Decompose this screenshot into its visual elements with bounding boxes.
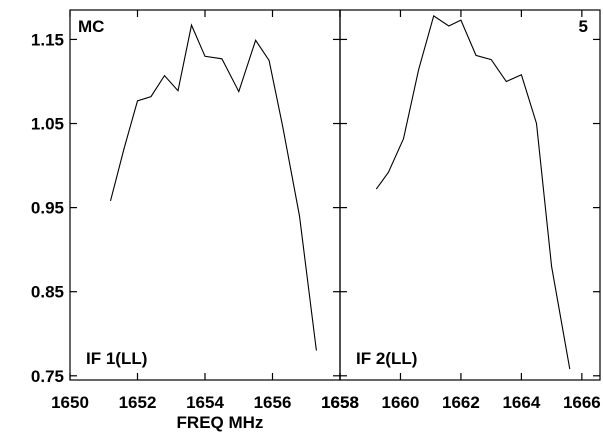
panel-frame <box>70 10 340 380</box>
panel-right: 1658 1660 1662 1664 1666 5 IF 2(LL) <box>321 10 601 412</box>
y-tick-label: 0.95 <box>31 199 64 218</box>
x-tick-label: 1658 <box>321 393 359 412</box>
x-tick-label: 1650 <box>51 393 89 412</box>
series-line <box>376 16 570 369</box>
x-tick-label: 1660 <box>382 393 420 412</box>
plot-number-label: 5 <box>579 17 588 36</box>
source-label: MC <box>78 17 104 36</box>
series-line <box>111 25 317 351</box>
if-label: IF 1(LL) <box>86 349 147 368</box>
if-label: IF 2(LL) <box>356 349 417 368</box>
x-tick-label: 1654 <box>186 393 224 412</box>
plot-panels: 0.75 0.85 0.95 1.05 1.15 1650 1652 1654 1656 1658… <box>31 10 601 412</box>
y-tick-label: 0.75 <box>31 367 64 386</box>
panel-left: 0.75 0.85 0.95 1.05 1.15 1650 1652 1654 1656 1658… <box>31 10 359 412</box>
x-tick-label: 1662 <box>442 393 480 412</box>
panel-frame <box>340 10 600 380</box>
y-tick-label: 1.05 <box>31 115 64 134</box>
y-tick-label: 1.15 <box>31 30 64 49</box>
x-tick-label: 1652 <box>119 393 157 412</box>
x-axis-title: FREQ MHz <box>177 413 264 432</box>
x-tick-label: 1664 <box>502 393 540 412</box>
x-tick-label: 1656 <box>254 393 292 412</box>
y-tick-label: 0.85 <box>31 283 64 302</box>
x-tick-label: 1666 <box>563 393 601 412</box>
